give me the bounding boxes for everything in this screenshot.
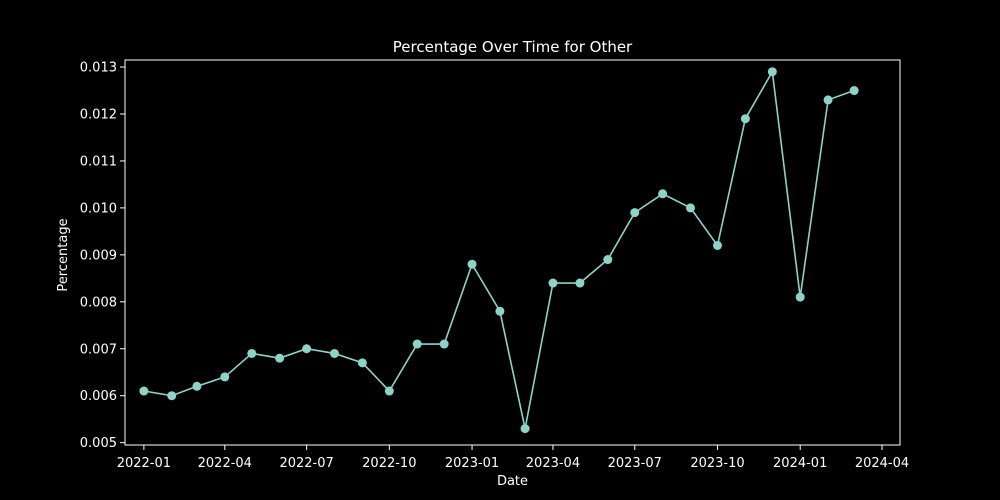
y-tick-label: 0.007 [80, 342, 117, 357]
data-point [575, 278, 585, 288]
data-point [192, 381, 202, 391]
x-axis-label: Date [497, 474, 528, 489]
x-tick-label: 2023-04 [526, 456, 580, 471]
y-tick-label: 0.008 [80, 295, 117, 310]
chart-title: Percentage Over Time for Other [393, 38, 633, 56]
data-point [823, 95, 833, 105]
data-point [439, 339, 449, 349]
x-tick-label: 2023-01 [445, 456, 499, 471]
data-point [275, 353, 285, 363]
data-point [220, 372, 230, 382]
x-tick-label: 2023-10 [690, 456, 744, 471]
data-series [139, 67, 859, 434]
data-point [795, 292, 805, 302]
y-tick-label: 0.012 [80, 107, 117, 122]
x-tick-label: 2024-04 [855, 456, 909, 471]
data-point [630, 208, 640, 218]
y-axis-label: Percentage [56, 218, 71, 291]
y-tick-label: 0.009 [80, 248, 117, 263]
data-point [767, 67, 777, 77]
data-point [849, 86, 859, 96]
x-tick-label: 2024-01 [773, 456, 827, 471]
data-point [520, 424, 530, 434]
data-point [139, 386, 149, 396]
data-point [412, 339, 422, 349]
data-point [357, 358, 367, 368]
data-point [658, 189, 668, 199]
x-tick-label: 2022-10 [362, 456, 416, 471]
data-point [247, 348, 257, 358]
data-point [329, 348, 339, 358]
axis-ticks: 0.005 0.006 0.007 0.008 0.009 0.010 0.011 0.012… [80, 61, 909, 471]
data-point [495, 306, 505, 316]
data-point [712, 240, 722, 250]
x-tick-label: 2022-07 [279, 456, 333, 471]
y-tick-label: 0.006 [80, 389, 117, 404]
y-tick-label: 0.013 [80, 61, 117, 76]
y-tick-label: 0.011 [80, 154, 117, 169]
data-point [167, 391, 177, 401]
y-tick-label: 0.010 [80, 201, 117, 216]
data-point [740, 114, 750, 124]
x-tick-label: 2022-01 [117, 456, 171, 471]
data-point [302, 344, 312, 354]
y-tick-label: 0.005 [80, 436, 117, 451]
x-tick-label: 2022-04 [198, 456, 252, 471]
data-point [384, 386, 394, 396]
data-point [686, 203, 696, 213]
plot-area-frame [124, 59, 901, 446]
x-tick-label: 2023-07 [608, 456, 662, 471]
data-point [603, 255, 613, 265]
data-point [467, 259, 477, 269]
data-point [548, 278, 558, 288]
